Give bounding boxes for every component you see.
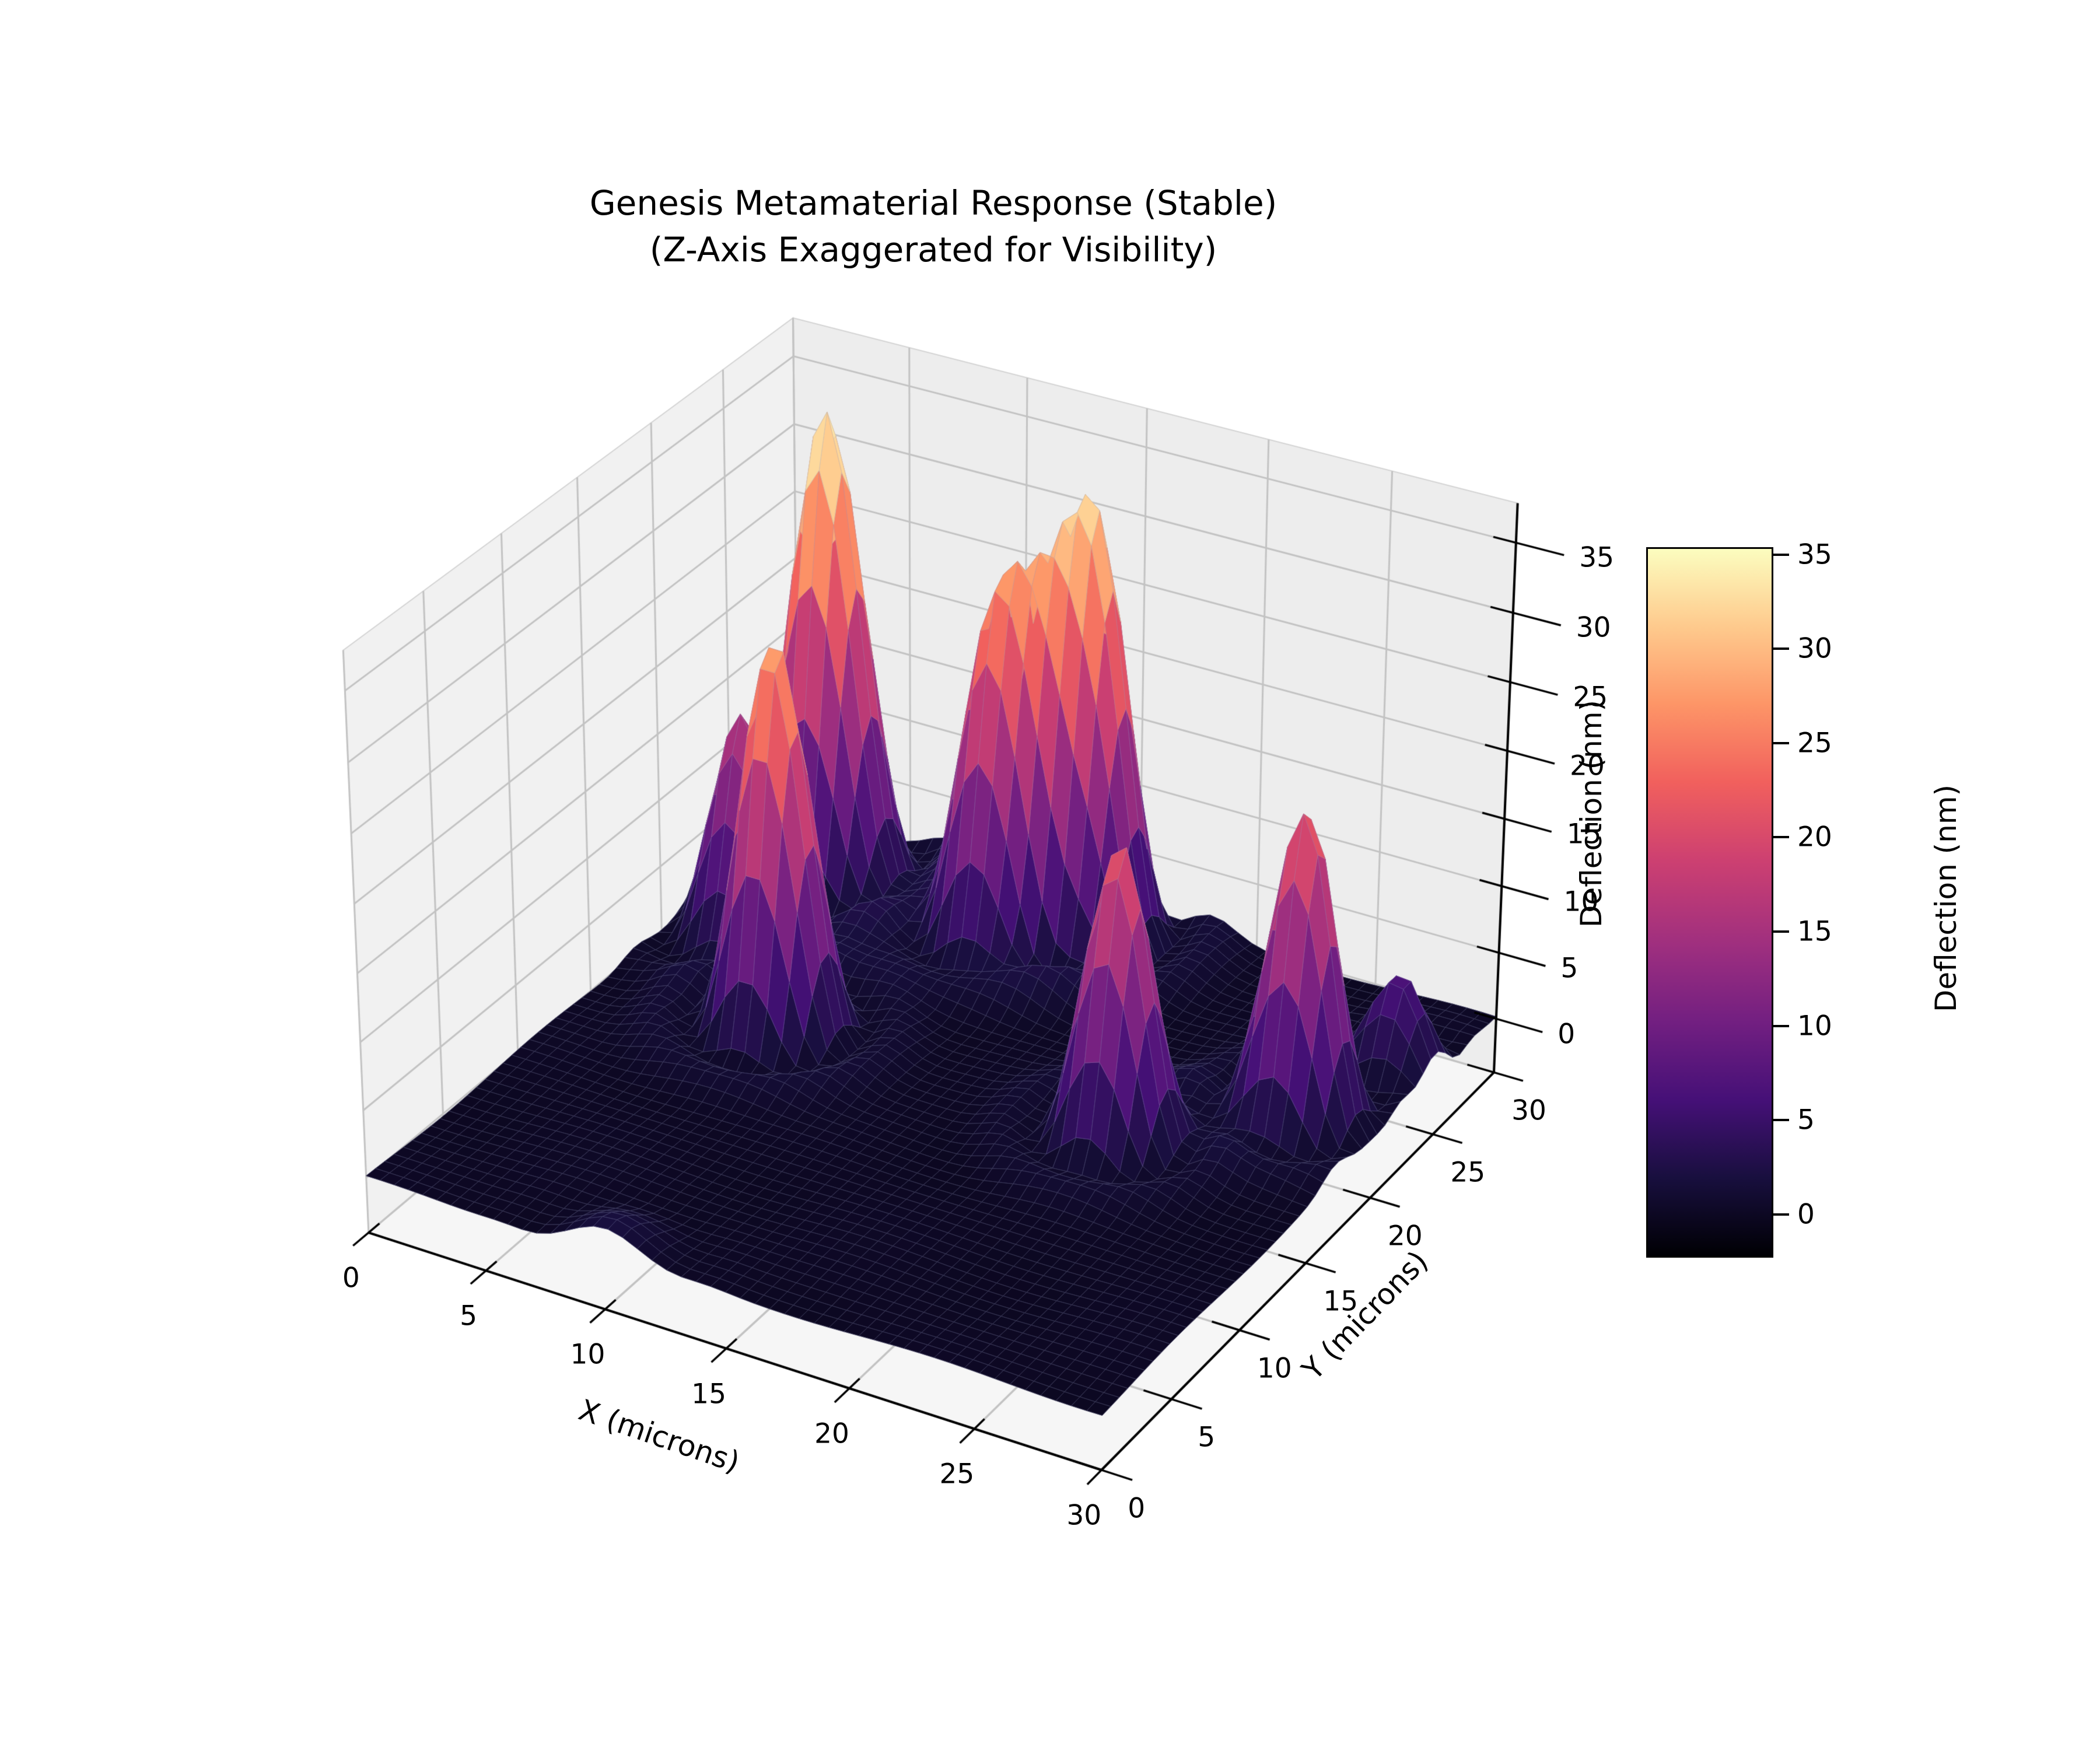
chart-title-line1: Genesis Metamaterial Response (Stable) bbox=[589, 183, 1278, 223]
colorbar-gradient bbox=[1648, 549, 1772, 1256]
y-tick-label: 20 bbox=[1387, 1220, 1423, 1252]
y-tick-label: 30 bbox=[1511, 1094, 1546, 1127]
y-tick-label: 0 bbox=[1128, 1492, 1146, 1525]
z-tick-label: 10 bbox=[1563, 886, 1599, 918]
z-tick-label: 35 bbox=[1579, 541, 1615, 574]
colorbar-tick bbox=[1772, 930, 1789, 933]
z-tick-label: 5 bbox=[1560, 952, 1578, 985]
y-tick-label: 10 bbox=[1256, 1352, 1292, 1385]
colorbar-tick bbox=[1772, 1024, 1789, 1027]
y-tick-label: 25 bbox=[1450, 1156, 1486, 1189]
colorbar-tick-label: 20 bbox=[1797, 821, 1832, 853]
colorbar-tick-label: 0 bbox=[1797, 1198, 1815, 1231]
colorbar-tick bbox=[1772, 836, 1789, 839]
colorbar-tick bbox=[1772, 648, 1789, 650]
x-tick-label: 20 bbox=[814, 1418, 849, 1450]
chart-title-line2: (Z-Axis Exaggerated for Visibility) bbox=[649, 230, 1217, 270]
colorbar-tick-label: 10 bbox=[1797, 1010, 1832, 1042]
colorbar-tick-label: 5 bbox=[1797, 1104, 1815, 1136]
x-tick-label: 0 bbox=[342, 1262, 360, 1294]
colorbar-tick bbox=[1772, 1119, 1789, 1122]
colorbar-tick bbox=[1772, 1213, 1789, 1216]
z-tick-label: 20 bbox=[1570, 750, 1605, 782]
x-tick-label: 5 bbox=[460, 1300, 478, 1332]
colorbar: 0 5 10 15 20 25 30 35 bbox=[1646, 538, 1832, 1258]
chart-title: Genesis Metamaterial Response (Stable) (… bbox=[321, 180, 1546, 273]
x-tick-label: 30 bbox=[1066, 1499, 1102, 1532]
colorbar-tick-label: 25 bbox=[1797, 727, 1832, 760]
colorbar-tick-label: 30 bbox=[1797, 632, 1832, 665]
x-tick-label: 25 bbox=[939, 1458, 975, 1490]
z-tick-label: 30 bbox=[1576, 611, 1611, 644]
z-tick-label: 15 bbox=[1566, 818, 1602, 850]
colorbar-tick-label: 15 bbox=[1797, 915, 1832, 948]
colorbar-tick-label: 35 bbox=[1797, 538, 1832, 571]
x-tick-label: 15 bbox=[691, 1378, 726, 1410]
y-tick-label: 5 bbox=[1198, 1421, 1216, 1454]
x-tick-label: 10 bbox=[570, 1338, 606, 1371]
colorbar-tick bbox=[1772, 553, 1789, 556]
z-tick-label: 25 bbox=[1573, 681, 1608, 713]
colorbar-tick bbox=[1772, 741, 1789, 744]
y-tick-label: 15 bbox=[1323, 1285, 1359, 1318]
z-tick-label: 0 bbox=[1558, 1018, 1576, 1051]
colorbar-label: Deflection (nm) bbox=[1929, 784, 1963, 1013]
